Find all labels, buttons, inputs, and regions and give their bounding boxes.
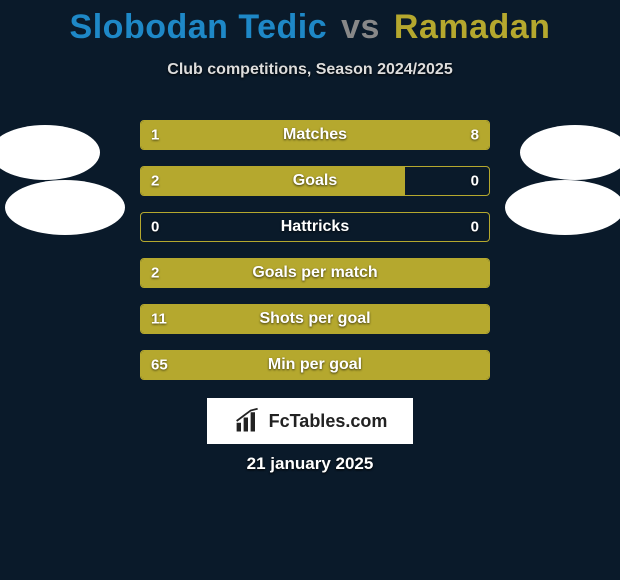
chart-icon (233, 407, 263, 435)
bar-row: 20Goals (140, 166, 490, 196)
bar-value-right: 0 (471, 219, 479, 236)
player1-name: Slobodan Tedic (70, 8, 328, 46)
subtitle: Club competitions, Season 2024/2025 (0, 61, 620, 79)
bar-value-left: 1 (151, 127, 159, 144)
bar-fill-left (141, 121, 190, 149)
bar-row: 0 0Hattricks (140, 212, 490, 242)
bar-fill-left (141, 167, 405, 195)
bar-value-left: 65 (151, 357, 168, 374)
bar-fill-left (141, 305, 489, 333)
bar-row: 18Matches (140, 120, 490, 150)
player2-name: Ramadan (394, 8, 551, 46)
bar-label: Hattricks (141, 218, 489, 236)
bar-value-left: 2 (151, 265, 159, 282)
bar-value-right: 8 (471, 127, 479, 144)
logo-text: FcTables.com (269, 411, 388, 432)
bar-fill-left (141, 351, 489, 379)
bar-row: 65Min per goal (140, 350, 490, 380)
bar-value-left: 2 (151, 173, 159, 190)
bar-value-left: 0 (151, 219, 159, 236)
player2-silhouette (505, 80, 620, 340)
bar-value-left: 11 (151, 311, 167, 328)
page-title: Slobodan Tedic vs Ramadan (0, 0, 620, 47)
bar-row: 11Shots per goal (140, 304, 490, 334)
comparison-chart: 18Matches20Goals00Hattricks2Goals per ma… (140, 120, 490, 396)
date-label: 21 january 2025 (0, 454, 620, 474)
fctables-logo: FcTables.com (207, 398, 413, 444)
bar-value-right: 0 (471, 173, 479, 190)
vs-separator: vs (341, 8, 380, 46)
bar-row: 2Goals per match (140, 258, 490, 288)
bar-fill-right (190, 121, 489, 149)
bar-fill-left (141, 259, 489, 287)
player1-silhouette (0, 80, 115, 340)
